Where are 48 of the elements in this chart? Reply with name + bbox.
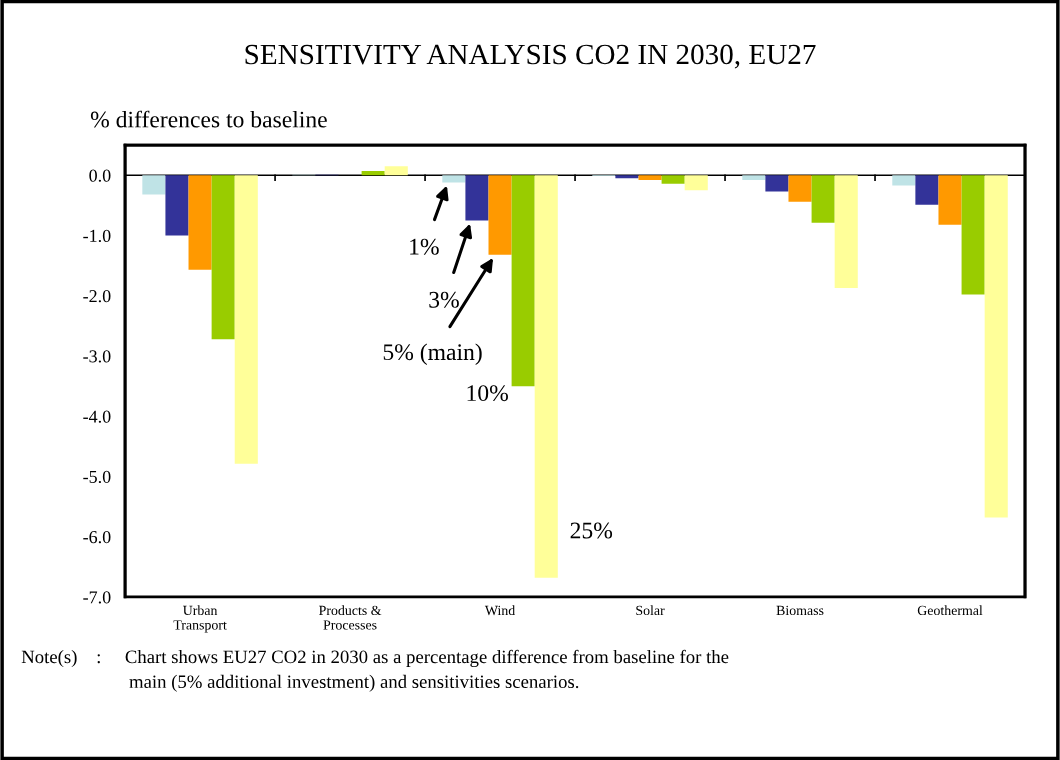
- bar: [915, 175, 939, 205]
- y-tick-label: -1.0: [83, 229, 111, 243]
- y-axis-title: % differences to baseline: [90, 110, 327, 128]
- bar: [961, 175, 985, 295]
- text: 1%: [410, 238, 439, 255]
- bar: [511, 175, 535, 387]
- bar: [788, 175, 812, 202]
- y-tick-label: -4.0: [83, 410, 111, 423]
- bar: [465, 175, 489, 221]
- x-tick-label: Geothermal: [917, 605, 983, 616]
- y-tick-label: 0.0: [89, 169, 111, 182]
- text: Note(s) : Chart shows EU27 CO2 in 2030 as a percentage difference from baseline for the main (5% additional investment) and sensitivities scenarios.: [21, 649, 729, 692]
- text: 5% (main): [383, 343, 482, 365]
- bar: [638, 175, 662, 181]
- bar: [361, 171, 385, 176]
- y-tick-label: -3.0: [83, 350, 111, 363]
- bar: [684, 175, 708, 191]
- bar: [234, 175, 258, 464]
- bar: [984, 175, 1008, 518]
- series-label: 10%: [467, 385, 508, 402]
- y-tick-label: -6.0: [83, 530, 111, 544]
- bar: [742, 175, 766, 181]
- x-tick-label: Urban Transport: [173, 605, 227, 633]
- bar: [488, 175, 512, 255]
- y-tick-label: -7.0: [83, 591, 111, 604]
- bar: [188, 175, 212, 270]
- x-tick-label: Solar: [636, 605, 665, 616]
- x-tick-label: Products & Processes: [319, 605, 382, 630]
- y-tick-label: -5.0: [83, 470, 111, 484]
- bar: [811, 175, 835, 223]
- bar: [892, 175, 916, 186]
- bar: [165, 175, 189, 236]
- bar: [534, 175, 558, 578]
- bar: [442, 175, 466, 183]
- y-tick-label: -2.0: [83, 290, 111, 303]
- bar: [211, 175, 235, 340]
- bar: [938, 175, 962, 225]
- bar: [834, 175, 858, 288]
- bar: [384, 166, 408, 176]
- x-tick-label: Wind: [484, 605, 516, 616]
- bar: [615, 175, 639, 179]
- x-tick-label: Biomass: [776, 605, 824, 616]
- bar: [765, 175, 789, 192]
- bar: [142, 175, 166, 195]
- series-label: 25%: [570, 522, 613, 539]
- bar: [661, 175, 685, 184]
- chart-title: SENSITIVITY ANALYSIS CO2 IN 2030, EU27: [245, 44, 816, 69]
- text: 3%: [429, 291, 459, 308]
